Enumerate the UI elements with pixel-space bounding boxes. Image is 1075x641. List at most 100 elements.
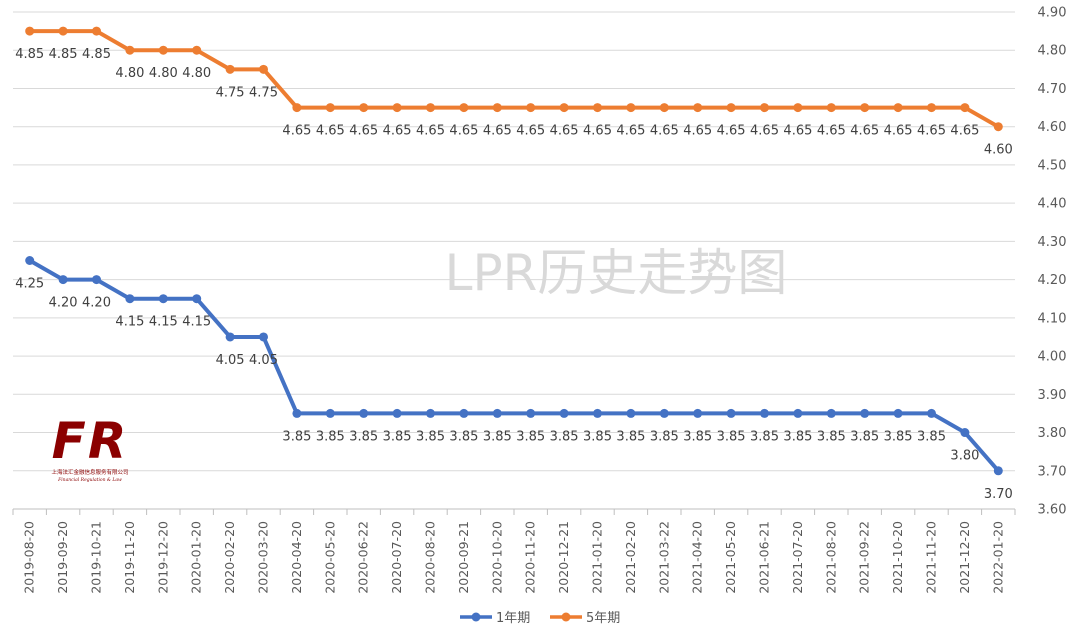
data-point bbox=[392, 103, 402, 113]
x-tick-label: 2020-05-20 bbox=[322, 521, 337, 594]
x-tick-label: 2022-01-20 bbox=[990, 521, 1005, 594]
x-tick-label: 2021-06-21 bbox=[757, 521, 772, 594]
data-point bbox=[593, 103, 602, 113]
data-label: 4.65 bbox=[750, 124, 779, 139]
x-tick-label: 2020-09-21 bbox=[456, 521, 471, 594]
data-label: 3.85 bbox=[783, 429, 812, 444]
fr-logo: FR 上海法汇金融信息服务有限公司 Financial Regulation &… bbox=[51, 412, 128, 483]
logo-company-name: 上海法汇金融信息服务有限公司 bbox=[51, 468, 128, 476]
x-tick-label: 2019-12-20 bbox=[155, 521, 170, 594]
data-point bbox=[392, 408, 402, 418]
data-label: 4.65 bbox=[616, 124, 645, 139]
data-point bbox=[92, 275, 101, 285]
data-label: 4.15 bbox=[115, 315, 144, 330]
x-tick-label: 2020-07-20 bbox=[389, 521, 404, 594]
data-point bbox=[158, 45, 168, 55]
data-labels: 4.25 4.20 4.20 4.15 4.15 4.15 4.05 4.05 3.85 3.85… bbox=[15, 47, 1013, 502]
data-point bbox=[927, 103, 936, 113]
data-label: 3.70 bbox=[984, 487, 1013, 502]
x-tick-label: 2020-11-20 bbox=[523, 521, 538, 594]
data-label: 4.65 bbox=[884, 124, 913, 139]
data-point bbox=[125, 294, 135, 304]
legend-label: 1年期 bbox=[496, 611, 530, 626]
data-point bbox=[426, 408, 435, 418]
data-point bbox=[526, 103, 536, 113]
data-label: 4.65 bbox=[850, 124, 879, 139]
series-group bbox=[25, 26, 1003, 476]
legend: 1年期 5年期 bbox=[460, 611, 620, 626]
data-point bbox=[593, 408, 602, 418]
data-label: 4.75 bbox=[216, 85, 245, 100]
x-tick-label: 2019-09-20 bbox=[55, 521, 70, 594]
data-point bbox=[325, 408, 335, 418]
data-point bbox=[259, 64, 268, 74]
data-point bbox=[92, 26, 101, 36]
data-point bbox=[459, 103, 469, 113]
data-label: 4.80 bbox=[149, 66, 178, 81]
data-point bbox=[158, 294, 168, 304]
data-point bbox=[559, 408, 569, 418]
data-point bbox=[492, 408, 502, 418]
data-label: 4.65 bbox=[516, 124, 545, 139]
data-label: 4.80 bbox=[115, 66, 144, 81]
y-tick-label: 4.90 bbox=[1038, 6, 1067, 21]
y-tick-label: 4.40 bbox=[1038, 197, 1067, 212]
data-label: 3.85 bbox=[316, 429, 345, 444]
x-tick-label: 2021-11-20 bbox=[924, 521, 939, 594]
data-label: 4.65 bbox=[917, 124, 946, 139]
data-label: 4.65 bbox=[282, 124, 311, 139]
data-point bbox=[993, 466, 1003, 476]
data-label: 4.20 bbox=[49, 296, 78, 311]
data-label: 4.65 bbox=[717, 124, 746, 139]
data-point bbox=[292, 408, 302, 418]
x-tick-label: 2021-01-20 bbox=[590, 521, 605, 594]
y-tick-label: 4.50 bbox=[1038, 158, 1067, 173]
series-line-1y bbox=[27, 258, 1001, 473]
y-tick-label: 4.80 bbox=[1038, 44, 1067, 59]
series-line-5y bbox=[27, 29, 1001, 129]
data-point bbox=[826, 103, 836, 113]
data-label: 3.85 bbox=[416, 429, 445, 444]
x-tick-label: 2020-08-20 bbox=[423, 521, 438, 594]
data-label: 4.65 bbox=[650, 124, 679, 139]
data-point bbox=[860, 408, 870, 418]
data-label: 4.65 bbox=[683, 124, 712, 139]
data-label: 3.85 bbox=[750, 429, 779, 444]
data-point bbox=[325, 103, 335, 113]
x-tick-label: 2021-10-20 bbox=[890, 521, 905, 594]
y-tick-label: 3.60 bbox=[1038, 503, 1067, 518]
x-tick-label: 2019-10-21 bbox=[89, 521, 104, 594]
data-label: 4.05 bbox=[249, 353, 278, 368]
data-label: 4.75 bbox=[249, 85, 278, 100]
y-tick-label: 4.30 bbox=[1038, 235, 1067, 250]
data-point bbox=[25, 26, 35, 36]
data-label: 3.85 bbox=[449, 429, 478, 444]
legend-item-5y[interactable]: 5年期 bbox=[550, 611, 620, 626]
data-point bbox=[426, 103, 435, 113]
data-point bbox=[860, 103, 870, 113]
logo-tagline: Financial Regulation & Law bbox=[57, 477, 122, 483]
x-tick-label: 2020-01-20 bbox=[189, 521, 204, 594]
data-point bbox=[726, 408, 736, 418]
data-label: 3.85 bbox=[683, 429, 712, 444]
data-label: 3.85 bbox=[516, 429, 545, 444]
chart-title-watermark: LPR历史走势图 bbox=[445, 244, 788, 302]
data-point bbox=[125, 45, 135, 55]
x-tick-label: 2020-04-20 bbox=[289, 521, 304, 594]
data-point bbox=[25, 256, 35, 265]
y-axis: 3.60 3.70 3.80 3.90 4.00 4.10 4.20 4.30 4.40 4.50… bbox=[1038, 6, 1067, 518]
data-point bbox=[793, 408, 803, 418]
data-label: 3.85 bbox=[550, 429, 579, 444]
x-tick-label: 2021-09-22 bbox=[857, 521, 872, 594]
x-tick-label: 2021-07-20 bbox=[790, 521, 805, 594]
x-tick-label: 2020-12-21 bbox=[556, 521, 571, 594]
data-point bbox=[893, 408, 903, 418]
data-label: 4.65 bbox=[383, 124, 412, 139]
data-point bbox=[693, 103, 703, 113]
data-point bbox=[826, 408, 836, 418]
data-point bbox=[259, 332, 268, 342]
data-label: 4.60 bbox=[984, 143, 1013, 158]
legend-item-1y[interactable]: 1年期 bbox=[460, 611, 530, 626]
data-label: 3.85 bbox=[483, 429, 512, 444]
